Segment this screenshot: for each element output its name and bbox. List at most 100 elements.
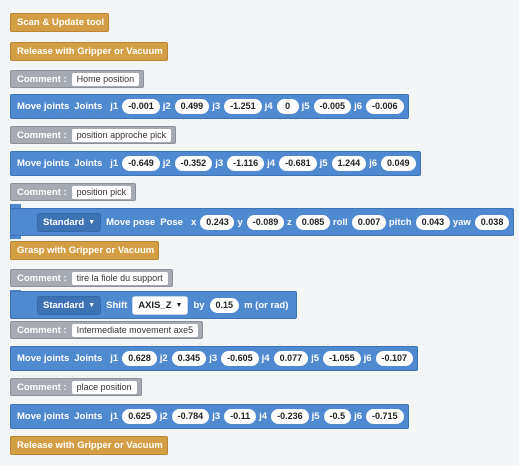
- move-joints-label: Move joints: [17, 353, 70, 364]
- mode-value: Standard: [43, 216, 85, 228]
- comment-block[interactable]: Comment : place position: [10, 378, 142, 396]
- x-value-field[interactable]: 0.243: [200, 214, 235, 230]
- comment-label: Comment :: [17, 186, 67, 198]
- unit-label: m (or rad): [244, 299, 289, 311]
- j2-label: j2: [162, 101, 171, 112]
- block-label: Release with Gripper or Vacuum: [17, 46, 163, 57]
- x-label: x: [190, 216, 197, 228]
- j4-label: j4: [261, 353, 270, 364]
- release-gripper-block[interactable]: Release with Gripper or Vacuum: [10, 436, 168, 455]
- pitch-value-field[interactable]: 0.043: [415, 214, 450, 230]
- comment-block[interactable]: Comment : Intermediate movement axe5: [10, 321, 204, 339]
- j3-value-field[interactable]: -1.251: [224, 99, 262, 114]
- comment-text-field[interactable]: position pick: [71, 185, 132, 199]
- j2-value-field[interactable]: -0.784: [171, 409, 210, 424]
- j4-label: j4: [267, 158, 276, 169]
- comment-block[interactable]: Comment : position approche pick: [10, 126, 177, 144]
- j1-label: j1: [110, 101, 119, 112]
- move-joints-block[interactable]: Move joints Joints j1 0.625 j2 -0.784 j3…: [10, 404, 409, 429]
- comment-block[interactable]: Comment : tire la fiole du support: [10, 269, 173, 287]
- scan-update-tool-block[interactable]: Scan & Update tool: [10, 13, 110, 32]
- j2-value-field[interactable]: 0.499: [174, 99, 210, 114]
- j6-value-field[interactable]: -0.006: [366, 99, 404, 114]
- j1-value-field[interactable]: 0.625: [122, 409, 157, 424]
- j6-value-field[interactable]: 0.049: [381, 156, 416, 171]
- move-joints-label: Move joints: [17, 158, 70, 169]
- j5-label: j5: [301, 101, 310, 112]
- j6-value-field[interactable]: -0.107: [375, 351, 414, 366]
- yaw-label: yaw: [452, 216, 471, 228]
- j5-label: j5: [311, 411, 320, 422]
- j5-label: j5: [319, 158, 328, 169]
- j1-value-field[interactable]: -0.001: [122, 99, 160, 114]
- j4-label: j4: [259, 411, 268, 422]
- comment-text-field[interactable]: place position: [71, 380, 137, 394]
- move-joints-block[interactable]: Move joints Joints j1 0.628 j2 0.345 j3 …: [10, 346, 419, 371]
- shift-block[interactable]: Standard ▼ Shift AXIS_Z ▼ by 0.15 m (or …: [10, 291, 298, 319]
- j4-value-field[interactable]: -0.681: [279, 156, 317, 171]
- j3-value-field[interactable]: -1.116: [227, 156, 265, 171]
- j4-value-field[interactable]: -0.236: [271, 409, 309, 424]
- j1-label: j1: [110, 353, 119, 364]
- joints-label: Joints: [74, 101, 103, 112]
- j6-label: j6: [369, 158, 378, 169]
- j2-value-field[interactable]: -0.352: [174, 156, 213, 171]
- j2-label: j2: [162, 158, 171, 169]
- j5-value-field[interactable]: -0.5: [323, 409, 352, 424]
- comment-label: Comment :: [17, 324, 67, 336]
- comment-block[interactable]: Comment : Home position: [10, 70, 145, 88]
- move-pose-label: Move pose: [106, 216, 156, 228]
- block-label: Release with Gripper or Vacuum: [17, 440, 163, 451]
- j1-label: j1: [110, 158, 119, 169]
- j4-label: j4: [264, 101, 273, 112]
- j5-value-field[interactable]: -0.005: [313, 99, 352, 114]
- move-joints-block[interactable]: Move joints Joints j1 -0.649 j2 -0.352 j…: [10, 151, 421, 176]
- chevron-down-icon: ▼: [88, 301, 96, 309]
- j3-label: j3: [209, 353, 218, 364]
- j3-label: j3: [212, 411, 221, 422]
- y-label: y: [237, 216, 243, 228]
- comment-text-field[interactable]: Intermediate movement axe5: [71, 323, 199, 337]
- j2-label: j2: [159, 353, 168, 364]
- move-joints-block[interactable]: Move joints Joints j1 -0.001 j2 0.499 j3…: [10, 94, 409, 119]
- j1-value-field[interactable]: -0.649: [122, 156, 160, 171]
- joints-label: Joints: [74, 158, 103, 169]
- j3-value-field[interactable]: -0.605: [221, 351, 259, 366]
- comment-text-field[interactable]: position approche pick: [71, 128, 172, 142]
- shift-value-field[interactable]: 0.15: [209, 297, 240, 313]
- move-pose-block[interactable]: Standard ▼ Move pose Pose x 0.243 y -0.0…: [10, 208, 514, 236]
- y-value-field[interactable]: -0.089: [246, 214, 284, 230]
- mode-dropdown[interactable]: Standard ▼: [37, 212, 102, 232]
- move-joints-label: Move joints: [17, 411, 70, 422]
- mode-dropdown[interactable]: Standard ▼: [37, 295, 102, 315]
- axis-dropdown[interactable]: AXIS_Z ▼: [132, 295, 189, 315]
- j2-value-field[interactable]: 0.345: [171, 351, 207, 366]
- yaw-value-field[interactable]: 0.038: [474, 214, 510, 230]
- j4-value-field[interactable]: 0: [276, 99, 299, 114]
- j6-value-field[interactable]: -0.715: [366, 409, 404, 424]
- joints-label: Joints: [74, 411, 103, 422]
- roll-value-field[interactable]: 0.007: [351, 214, 386, 230]
- comment-text-field[interactable]: Home position: [71, 72, 140, 86]
- comment-label: Comment :: [17, 272, 67, 284]
- j2-label: j2: [159, 411, 168, 422]
- grasp-gripper-block[interactable]: Grasp with Gripper or Vacuum: [10, 241, 160, 260]
- j3-label: j3: [212, 101, 221, 112]
- j5-value-field[interactable]: 1.244: [331, 156, 367, 171]
- chevron-down-icon: ▼: [175, 301, 183, 309]
- z-label: z: [286, 216, 292, 228]
- roll-label: roll: [332, 216, 348, 228]
- move-joints-label: Move joints: [17, 101, 70, 112]
- j3-value-field[interactable]: -0.11: [224, 409, 257, 424]
- j4-value-field[interactable]: 0.077: [273, 351, 309, 366]
- comment-block[interactable]: Comment : position pick: [10, 183, 137, 201]
- j3-label: j3: [215, 158, 224, 169]
- chevron-down-icon: ▼: [88, 218, 96, 226]
- j5-value-field[interactable]: -1.055: [323, 351, 361, 366]
- release-gripper-block[interactable]: Release with Gripper or Vacuum: [10, 42, 168, 61]
- j1-value-field[interactable]: 0.628: [122, 351, 157, 366]
- z-value-field[interactable]: 0.085: [295, 214, 330, 230]
- comment-text-field[interactable]: tire la fiole du support: [71, 271, 168, 285]
- j6-label: j6: [354, 101, 362, 112]
